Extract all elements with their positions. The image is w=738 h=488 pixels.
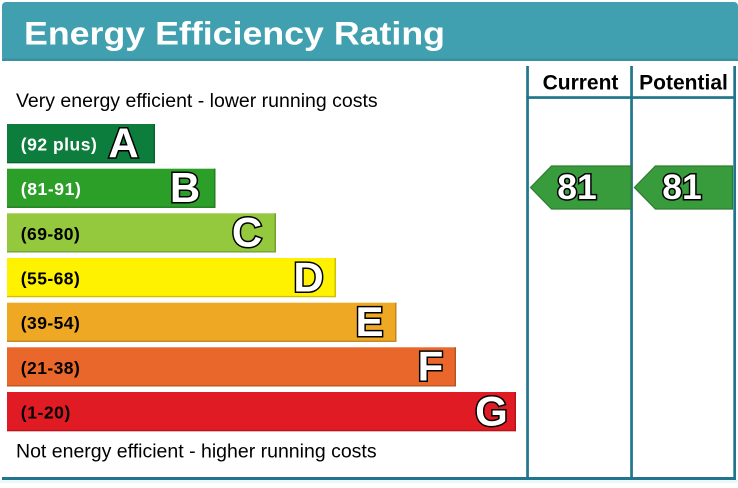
svg-text:G: G xyxy=(475,387,508,434)
svg-text:C: C xyxy=(232,209,262,256)
svg-text:(92 plus): (92 plus) xyxy=(21,135,97,155)
svg-text:Current: Current xyxy=(543,72,619,95)
svg-text:B: B xyxy=(170,164,200,211)
svg-text:E: E xyxy=(355,298,383,345)
svg-text:81: 81 xyxy=(557,167,597,207)
svg-text:F: F xyxy=(418,343,444,390)
svg-text:(69-80): (69-80) xyxy=(21,224,80,244)
svg-text:Very energy efficient - lower: Very energy efficient - lower running co… xyxy=(16,90,378,112)
svg-text:(1-20): (1-20) xyxy=(21,402,71,422)
svg-text:(21-38): (21-38) xyxy=(21,358,80,378)
svg-text:81: 81 xyxy=(662,167,702,207)
svg-text:A: A xyxy=(108,119,138,166)
svg-text:(39-54): (39-54) xyxy=(21,313,80,333)
svg-text:(55-68): (55-68) xyxy=(21,269,80,289)
svg-text:Potential: Potential xyxy=(639,72,728,95)
svg-text:Energy Efficiency Rating: Energy Efficiency Rating xyxy=(24,15,445,51)
svg-text:D: D xyxy=(293,253,323,300)
svg-text:Not energy efficient - higher: Not energy efficient - higher running co… xyxy=(16,441,377,463)
svg-text:(81-91): (81-91) xyxy=(21,179,81,199)
